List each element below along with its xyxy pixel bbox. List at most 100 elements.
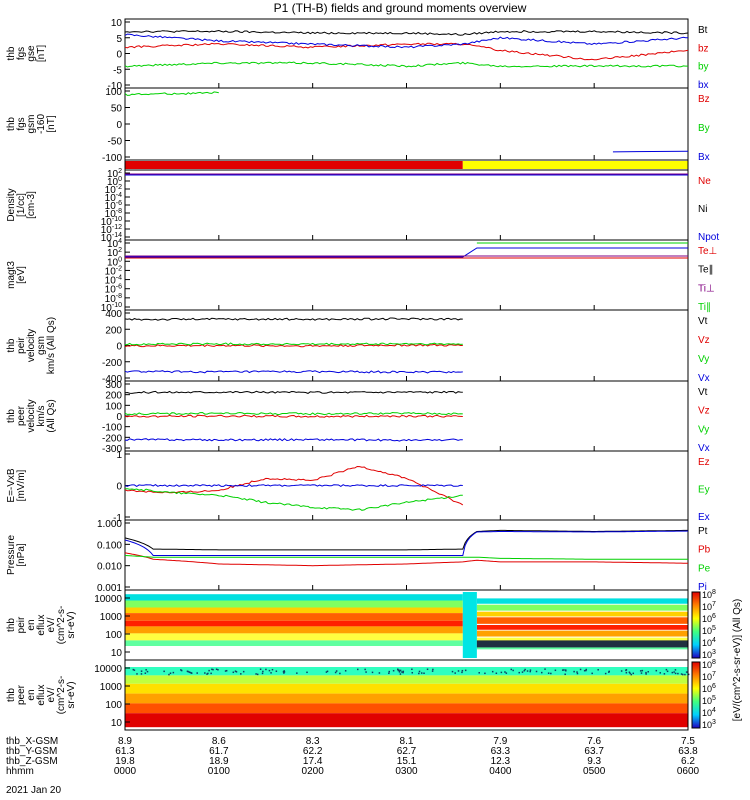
legend-Ni: Ni xyxy=(698,204,707,215)
ytick-label: -200 xyxy=(102,358,122,369)
legend-Vz: Vz xyxy=(698,335,710,346)
peer-noise-dot xyxy=(211,668,213,671)
peer-noise-dot xyxy=(500,671,503,674)
ytick-label: -5 xyxy=(113,65,122,76)
ytick-label: 10-4 xyxy=(105,275,122,287)
peer-noise-dot xyxy=(423,672,425,674)
peer-noise-dot xyxy=(674,669,677,671)
peir-band-right xyxy=(476,604,688,611)
peer-noise-dot xyxy=(398,670,401,672)
peer-noise-dot xyxy=(608,670,610,673)
colorbar-tick: 108 xyxy=(702,659,716,670)
peer-noise-dot xyxy=(629,672,631,675)
peir-noise-band xyxy=(476,640,688,648)
series-bz xyxy=(124,42,689,61)
peer-noise-dot xyxy=(392,669,395,672)
peer-noise-dot xyxy=(561,669,564,671)
peer-noise-dot xyxy=(402,671,404,674)
peer-noise-dot xyxy=(632,672,635,675)
ephemeris-value: 61.7 xyxy=(209,746,229,757)
peer-band xyxy=(125,713,688,728)
peer-noise-dot xyxy=(146,670,149,673)
peer-noise-dot xyxy=(585,668,588,671)
peer-noise-dot xyxy=(620,670,623,672)
peer-noise-dot xyxy=(326,670,329,673)
ephemeris-value: 8.6 xyxy=(212,736,226,747)
colorbar-tick: 105 xyxy=(702,625,716,636)
ephemeris-value: 0300 xyxy=(395,766,418,777)
peer-noise-dot xyxy=(388,672,390,675)
series-Vt xyxy=(124,317,463,321)
ylabel-line: [mV/m] xyxy=(16,469,27,501)
peer-noise-dot xyxy=(235,671,238,673)
ylabel-line: (cm^2-s- xyxy=(56,676,67,715)
peer-noise-dot xyxy=(140,673,143,675)
peer-noise-dot xyxy=(540,671,543,674)
ephemeris-value: 9.3 xyxy=(587,756,601,767)
legend-Npot: Npot xyxy=(698,232,719,243)
panel-frame-0 xyxy=(124,18,689,89)
peer-noise-dot xyxy=(306,671,308,674)
peer-noise-dot xyxy=(461,671,463,674)
colorbar-tick: 107 xyxy=(702,601,716,612)
peer-noise-dot xyxy=(163,670,165,673)
ylabel-line: gse xyxy=(26,45,37,62)
colorbar-tick: 104 xyxy=(702,637,716,648)
legend-Te∥: Te∥ xyxy=(698,265,714,276)
peer-noise-dot xyxy=(180,669,182,671)
colorbar-tick: 108 xyxy=(702,589,716,600)
legend-Bt: Bt xyxy=(698,25,708,36)
ytick-label: -200 xyxy=(102,433,122,444)
peer-noise-dot xyxy=(554,669,557,672)
peir-band-right xyxy=(476,598,688,604)
peer-noise-dot xyxy=(325,671,328,673)
peer-noise-dot xyxy=(388,670,391,673)
ytick-label: 0 xyxy=(116,120,122,131)
series-Pb xyxy=(124,552,688,567)
peer-noise-dot xyxy=(189,671,191,674)
peer-noise-dot xyxy=(529,670,531,673)
peer-noise-dot xyxy=(335,670,338,672)
peer-noise-dot xyxy=(521,671,524,673)
peer-noise-dot xyxy=(190,672,193,674)
legend-Vy: Vy xyxy=(698,424,709,435)
legend-Pi: Pi xyxy=(698,582,707,593)
panel-frame-1 xyxy=(124,87,689,161)
series-Bt xyxy=(124,29,689,36)
series-Bx-tail xyxy=(612,150,689,153)
peer-noise-dot xyxy=(275,670,278,672)
peer-noise-dot xyxy=(640,672,643,674)
peer-noise-dot xyxy=(398,669,400,671)
legend-Ex: Ex xyxy=(698,512,710,523)
ytick-label: 10-10 xyxy=(101,302,122,314)
peir-band-left xyxy=(125,613,463,621)
ylabel-line: velocity xyxy=(26,329,37,362)
peer-noise-dot xyxy=(398,671,401,673)
ylabel-line: thb xyxy=(6,409,17,423)
ytick-label: 400 xyxy=(105,309,122,320)
ytick-label: 100 xyxy=(105,87,122,98)
peer-noise-dot xyxy=(641,669,644,672)
ylabel-line: en xyxy=(26,619,37,630)
series-by xyxy=(124,61,688,68)
peer-noise-dot xyxy=(180,669,183,672)
peer-noise-dot xyxy=(401,671,403,673)
series-Vt xyxy=(124,390,463,394)
peer-noise-dot xyxy=(565,669,567,672)
ephemeris-value: 8.1 xyxy=(400,736,414,747)
peir-band-left xyxy=(125,620,463,627)
ytick-label: 0.100 xyxy=(97,540,122,551)
ylabel-line: peir xyxy=(16,616,27,633)
ylabel-line: thb xyxy=(6,117,17,131)
peer-noise-dot xyxy=(512,669,514,672)
ytick-label: 100 xyxy=(105,700,122,711)
peer-noise-dot xyxy=(399,673,402,675)
peer-band xyxy=(125,693,688,704)
ephemeris-value: 0600 xyxy=(677,766,700,777)
legend-Vt: Vt xyxy=(698,316,708,327)
ylabel-line: [cm-3] xyxy=(26,191,37,219)
peer-noise-dot xyxy=(682,673,684,676)
legend-bz: bz xyxy=(698,43,709,54)
ytick-label: 10-6 xyxy=(105,200,122,212)
peer-noise-dot xyxy=(208,669,210,672)
